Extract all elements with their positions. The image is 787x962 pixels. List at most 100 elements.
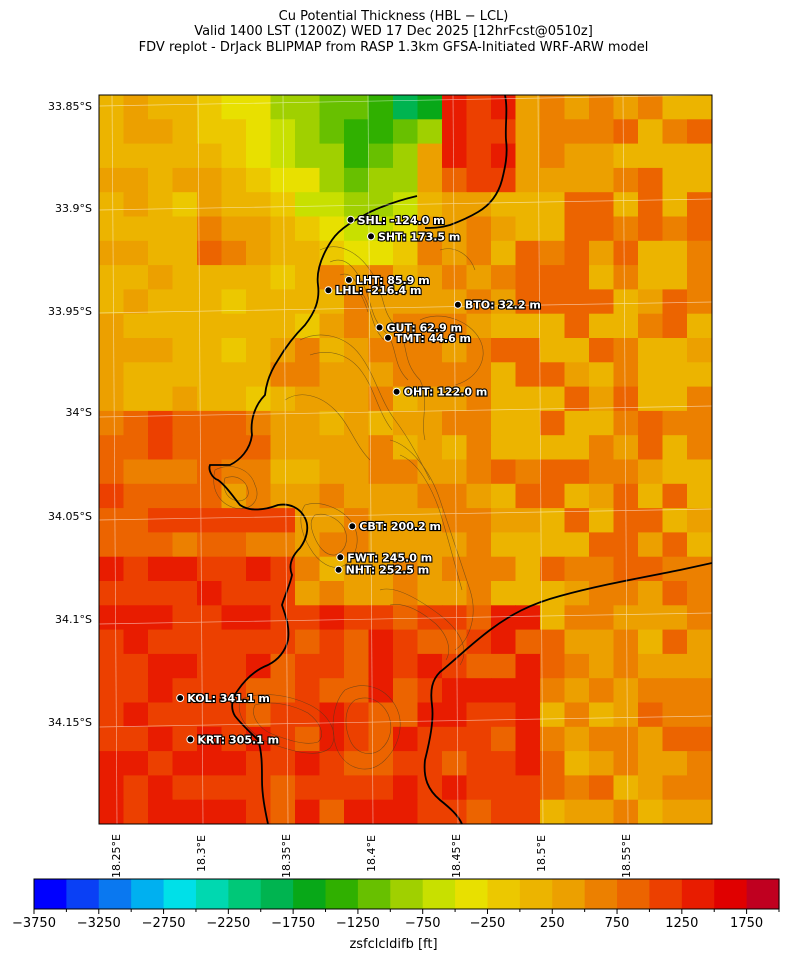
grid-cell <box>515 483 541 509</box>
grid-cell <box>466 629 492 655</box>
grid-cell <box>589 678 614 703</box>
grid-cell <box>99 265 124 290</box>
grid-cell <box>99 605 124 631</box>
grid-cell <box>540 119 565 145</box>
thickness-grid <box>99 95 712 849</box>
grid-cell <box>393 240 418 266</box>
lat-tick-label: 33.95°S <box>48 305 92 318</box>
grid-cell <box>589 775 614 801</box>
grid-cell <box>270 386 296 412</box>
grid-cell <box>148 459 173 485</box>
grid-cell <box>589 459 614 485</box>
grid-cell <box>515 167 541 193</box>
grid-cell <box>99 629 124 655</box>
grid-cell <box>687 95 712 120</box>
station-marker <box>346 215 355 224</box>
grid-cell <box>564 653 590 679</box>
grid-cell <box>442 143 467 169</box>
grid-cell <box>613 435 639 460</box>
grid-cell <box>295 799 320 824</box>
grid-cell <box>368 119 394 145</box>
grid-cell <box>589 824 614 849</box>
grid-cell <box>613 167 639 193</box>
grid-cell <box>540 265 565 290</box>
grid-cell <box>221 240 247 266</box>
grid-cell <box>442 459 467 485</box>
grid-cell <box>466 775 492 801</box>
grid-cell <box>638 775 663 801</box>
grid-cell <box>148 532 173 558</box>
colorbar-swatch <box>325 879 359 909</box>
grid-cell <box>589 605 614 631</box>
grid-cell <box>515 216 541 242</box>
grid-cell <box>295 532 320 558</box>
grid-cell <box>613 119 639 145</box>
grid-cell <box>246 338 271 363</box>
station-label: KOL: 341.1 m <box>187 692 270 705</box>
grid-cell <box>515 143 541 169</box>
grid-cell <box>662 313 688 339</box>
grid-cell <box>148 726 173 752</box>
grid-cell <box>491 289 516 315</box>
grid-cell <box>148 775 173 801</box>
grid-cell <box>246 702 271 728</box>
grid-cell <box>638 824 663 849</box>
grid-cell <box>221 362 247 388</box>
grid-cell <box>148 192 173 217</box>
grid-cell <box>613 751 639 776</box>
grid-cell <box>417 119 443 145</box>
grid-cell <box>491 143 516 169</box>
colorbar-swatch <box>228 879 262 909</box>
colorbar-tick-label: −1750 <box>271 916 316 931</box>
lat-tick-label: 33.85°S <box>48 100 92 113</box>
grid-cell <box>638 508 663 533</box>
grid-cell <box>687 265 712 290</box>
grid-cell <box>197 119 222 145</box>
grid-cell <box>466 240 492 266</box>
grid-cell <box>246 240 271 266</box>
grid-cell <box>417 532 443 558</box>
grid-cell <box>319 167 345 193</box>
grid-cell <box>393 532 418 558</box>
grid-cell <box>246 216 271 242</box>
grid-cell <box>613 240 639 266</box>
grid-cell <box>662 216 688 242</box>
grid-cell <box>368 167 394 193</box>
grid-cell <box>197 265 222 290</box>
grid-cell <box>491 265 516 290</box>
grid-cell <box>124 824 149 849</box>
station-marker <box>375 323 384 332</box>
grid-cell <box>295 726 320 752</box>
grid-cell <box>442 629 467 655</box>
grid-cell <box>295 386 320 412</box>
grid-cell <box>638 143 663 169</box>
grid-cell <box>295 483 320 509</box>
grid-cell <box>270 678 296 703</box>
grid-cell <box>711 435 712 460</box>
grid-cell <box>99 338 124 363</box>
lon-tick-label: 18.45°E <box>450 834 463 878</box>
grid-cell <box>711 532 712 558</box>
grid-cell <box>564 386 590 412</box>
grid-cell <box>172 386 198 412</box>
grid-cell <box>99 362 124 388</box>
grid-cell <box>319 702 345 728</box>
grid-cell <box>123 605 149 631</box>
grid-cell <box>344 799 369 824</box>
grid-cell <box>270 799 296 824</box>
grid-cell <box>589 556 614 582</box>
grid-cell <box>711 362 712 388</box>
grid-cell <box>393 678 418 703</box>
grid-cell <box>564 338 590 363</box>
colorbar-tick-label: −250 <box>469 916 506 931</box>
grid-cell <box>540 143 565 169</box>
grid-cell <box>123 410 149 436</box>
grid-cell <box>368 240 394 266</box>
grid-cell <box>148 410 173 436</box>
grid-cell <box>295 556 320 582</box>
grid-cell <box>270 653 296 679</box>
grid-cell <box>197 581 222 606</box>
grid-cell <box>295 410 320 436</box>
grid-cell <box>123 143 149 169</box>
grid-cell <box>491 508 516 533</box>
